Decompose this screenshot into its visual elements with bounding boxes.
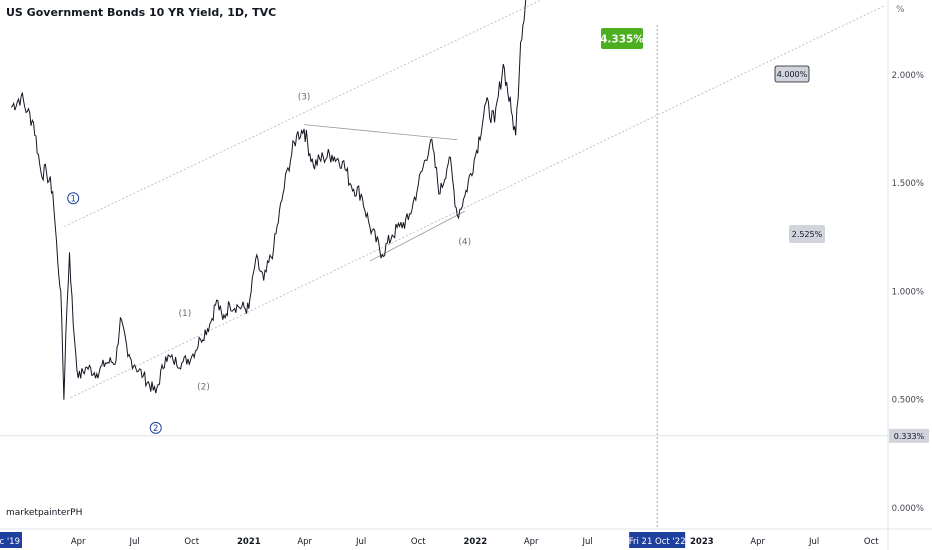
y-tick-2: 1.000% (892, 287, 924, 297)
wave-label-5: (1) (179, 309, 192, 319)
y-tick-0: 0.000% (892, 504, 924, 514)
triangle-upper-line (304, 124, 458, 141)
wave-label-7: (3) (298, 92, 311, 102)
chart-title: US Government Bonds 10 YR Yield, 1D, TVC (6, 6, 277, 19)
x-tick-12: 2023 (690, 537, 714, 547)
x-tick-14: Jul (808, 537, 819, 547)
low-price-badge-label: 0.333% (894, 432, 925, 441)
y-tick-3: 1.500% (892, 179, 924, 189)
wave-labels: 12345(1)(2)(3)(4)(5)(2)(1)(4)(3)(5)ABCPs… (67, 92, 471, 434)
x-tick-6: Jul (355, 537, 366, 547)
channel-lower-line (70, 5, 886, 398)
wave-label-circle-1 (149, 421, 162, 434)
channel-upper-line (64, 0, 542, 227)
author-label: marketpainterPH (6, 508, 83, 518)
wave-label-0: 1 (71, 194, 76, 204)
wave-label-8: (4) (458, 238, 471, 248)
y-tick-1: 0.500% (892, 396, 924, 406)
x-tick-15: Oct (864, 537, 879, 547)
x-tick-8: 2022 (464, 537, 488, 547)
low-price-badge-bg (889, 428, 929, 443)
x-tick-10: Jul (582, 537, 593, 547)
channel-lines (0, 0, 888, 529)
peak-badge-label: 4.335% (600, 34, 644, 46)
x-axis: Dec '19 Apr Jul Oct 2021 Apr Jul Oct 2022 Apr Jul F… (0, 528, 932, 548)
wave-label-circle-0 (67, 192, 80, 205)
x-tick-13: Apr (750, 537, 765, 547)
x-tick-1: Apr (71, 537, 86, 547)
x-tick-5: Apr (297, 537, 312, 547)
x-tick-7: Oct (411, 537, 426, 547)
price-badges: 4.335%4.000%2.525%US10Y3.892%0.333% (600, 28, 929, 443)
y-unit-label: % (896, 5, 905, 15)
triangle-lower-line (369, 210, 465, 262)
price-line (10, 0, 527, 400)
x-tick-0: Dec '19 (0, 537, 20, 547)
extreme-badge-label: 2.525% (792, 230, 823, 239)
x-tick-2: Jul (129, 537, 140, 547)
psych-badge-label: 4.000% (777, 70, 808, 79)
price-series (10, 0, 527, 400)
crosshair-date-label: Fri 21 Oct '22 (629, 537, 686, 547)
start-date-bg (0, 532, 22, 548)
wave-overlay (304, 124, 465, 262)
x-tick-9: Apr (524, 537, 539, 547)
x-tick-3: Oct (184, 537, 199, 547)
peak-badge-bg (601, 28, 643, 49)
y-axis: 0.000%0.500%1.000%1.500%2.000%2.500%3.00… (887, 0, 924, 550)
x-tick-4: 2021 (237, 537, 261, 547)
crosshair-date-bg (629, 532, 686, 548)
wave-label-6: (2) (197, 383, 210, 393)
y-tick-4: 2.000% (892, 71, 924, 81)
wave-label-1: 2 (153, 424, 158, 434)
extreme-badge-bg (789, 225, 825, 243)
psych-badge-bg (774, 65, 810, 83)
